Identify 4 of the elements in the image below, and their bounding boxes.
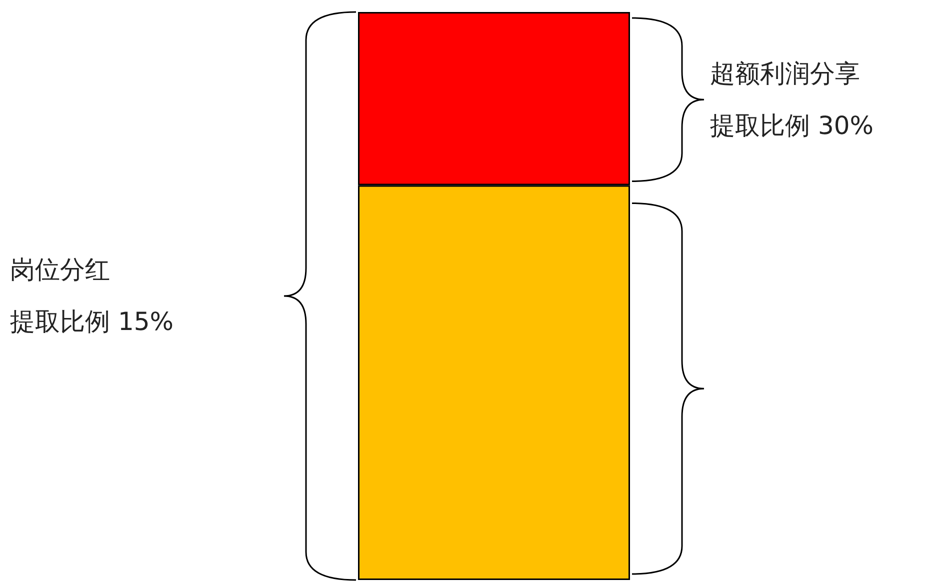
text: 岗位分红 [10,254,110,286]
text: 提取比例 30% [710,110,874,142]
text: 超额利润分享 [710,58,860,90]
text: 提取比例 15% [10,306,174,338]
